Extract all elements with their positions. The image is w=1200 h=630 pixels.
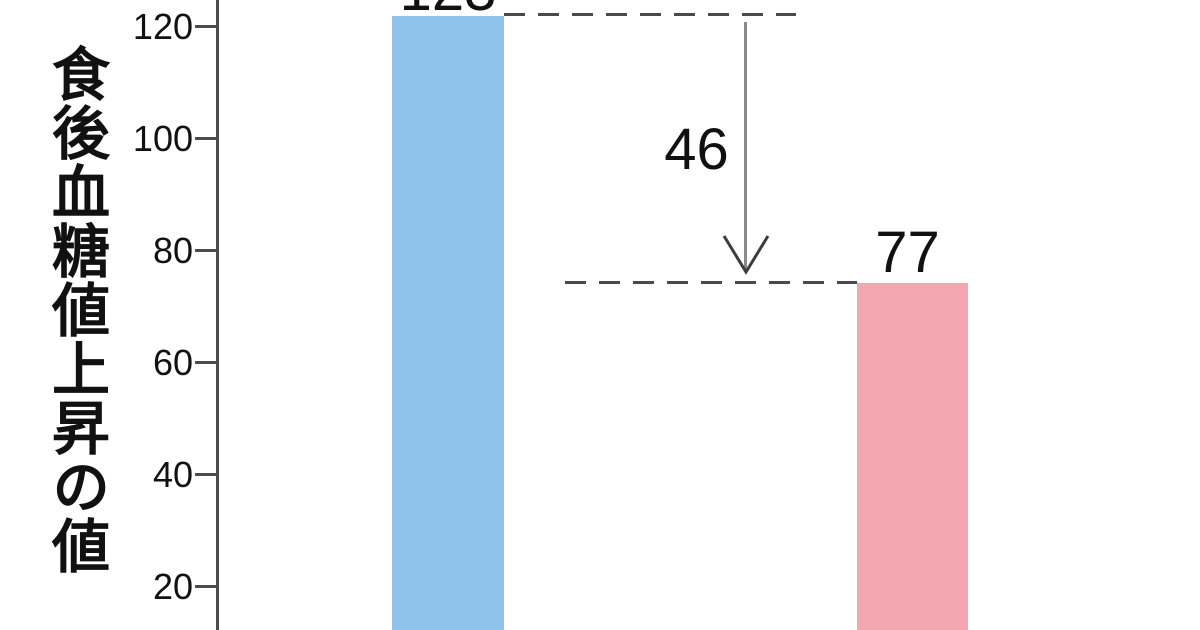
bar-first-value-label: 123	[392, 0, 504, 20]
y-axis-tick	[195, 25, 217, 28]
reference-line-bottom	[565, 281, 857, 284]
difference-label: 46	[664, 117, 729, 182]
bar-second-value-label: 77	[875, 220, 940, 285]
y-axis-tick-label: 80	[152, 230, 193, 271]
y-axis-tick	[195, 473, 217, 476]
bar-second	[857, 283, 968, 630]
y-axis-tick-label: 40	[152, 454, 193, 495]
y-axis-tick-label: 60	[152, 342, 193, 383]
y-axis-tick	[195, 249, 217, 252]
y-axis-tick-label: 20	[152, 566, 193, 607]
y-axis-tick	[195, 137, 217, 140]
y-axis-tick	[195, 361, 217, 364]
arrow-down-icon	[722, 235, 770, 275]
reference-line-top	[504, 13, 796, 16]
y-axis-tick-label: 100	[132, 118, 193, 159]
decrease-arrow-line	[744, 22, 747, 272]
y-axis-tick	[195, 585, 217, 588]
y-axis-tick-label: 120	[132, 6, 193, 47]
bar-first	[392, 16, 504, 630]
y-axis-title: 食後血糖値上昇の値	[43, 44, 108, 575]
y-axis-line	[216, 0, 219, 630]
